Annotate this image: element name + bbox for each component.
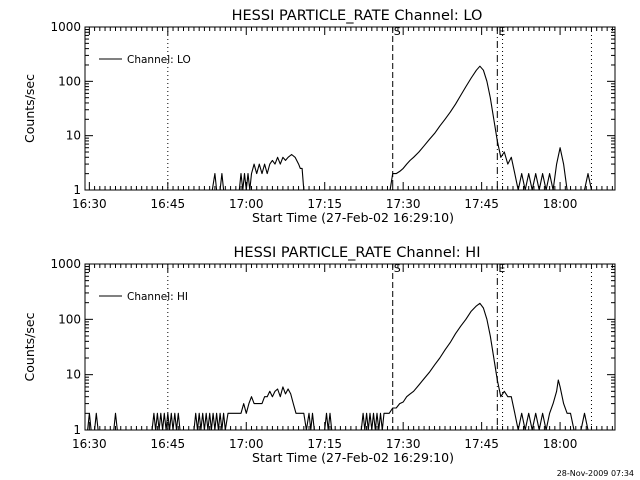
legend-label: Channel: HI: [127, 291, 188, 303]
event-label: E: [498, 262, 505, 275]
event-label: S: [394, 262, 401, 275]
x-axis-label: Start Time (27-Feb-02 16:29:10): [252, 210, 454, 225]
event-label: S: [394, 25, 401, 38]
x-tick-label: 18:00: [543, 197, 578, 211]
x-tick-label: 17:15: [307, 437, 342, 451]
x-tick-label: 17:00: [229, 437, 264, 451]
y-tick-label: 1000: [50, 20, 81, 34]
y-tick-label: 100: [58, 312, 81, 326]
chart-panel-2: HESSI PARTICLE_RATE Channel: HI 1 10 100 100…: [22, 245, 616, 465]
y-tick-label: 1: [73, 183, 81, 197]
x-tick-label: 16:30: [72, 437, 107, 451]
y-tick-label: 10: [66, 129, 81, 143]
series-line: [211, 65, 593, 191]
legend-label: Channel: LO: [127, 54, 191, 66]
x-axis-label: Start Time (27-Feb-02 16:29:10): [252, 450, 454, 465]
plot-frame: [84, 263, 616, 431]
y-tick-label: 1000: [50, 257, 81, 271]
x-tick-label: 17:30: [386, 437, 421, 451]
y-tick-label: 100: [58, 74, 81, 88]
chart-title: HESSI PARTICLE_RATE Channel: LO: [232, 8, 483, 24]
series-line: [87, 302, 589, 431]
x-tick-label: 16:45: [151, 437, 186, 451]
y-tick-label: 10: [66, 368, 81, 382]
x-tick-label: 17:00: [229, 197, 264, 211]
x-tick-label: 18:00: [543, 437, 578, 451]
chart-title: HESSI PARTICLE_RATE Channel: HI: [234, 245, 481, 261]
y-axis-label: Counts/sec: [22, 74, 37, 143]
chart-panel-1: HESSI PARTICLE_RATE Channel: LO 1 10 100 100…: [22, 8, 616, 225]
x-tick-label: 16:30: [72, 197, 107, 211]
y-tick-label: 1: [73, 423, 81, 437]
x-tick-label: 17:45: [464, 437, 499, 451]
x-tick-label: 16:45: [151, 197, 186, 211]
event-label: E: [498, 25, 505, 38]
timestamp-label: 28-Nov-2009 07:34: [557, 469, 634, 478]
x-tick-label: 17:45: [464, 197, 499, 211]
x-tick-label: 17:30: [386, 197, 421, 211]
plot-frame: [84, 26, 616, 191]
x-tick-label: 17:15: [307, 197, 342, 211]
y-axis-label: Counts/sec: [22, 312, 37, 381]
